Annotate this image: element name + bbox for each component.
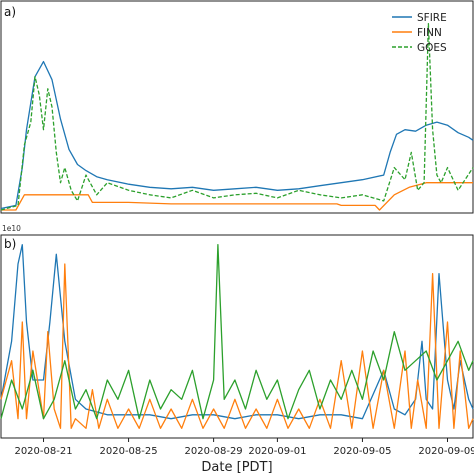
series-line-finn <box>1 182 473 211</box>
panel-b-label: b) <box>4 237 16 251</box>
x-axis-ticks: 2020-08-21 2020-08-25 2020-08-29 2020-09-01… <box>14 438 474 457</box>
legend-label-goes: GOES <box>417 42 447 54</box>
series-line-sfire <box>0 60 474 210</box>
x-tick-label: 2020-08-29 <box>185 446 243 457</box>
panel-b-series <box>0 244 474 429</box>
x-tick-label: 2020-09-09 <box>418 446 474 457</box>
legend-label-finn: FINN <box>417 27 442 39</box>
legend: SFIRE FINN GOES <box>392 12 447 54</box>
series-line-sfire <box>0 244 474 420</box>
series-line-goes <box>0 23 474 211</box>
series-line-finn <box>0 263 474 429</box>
x-tick-label: 2020-08-25 <box>100 446 158 457</box>
panel-a-axes <box>0 0 474 214</box>
x-tick-label: 2020-08-21 <box>14 446 72 457</box>
x-tick-label: 2020-09-05 <box>333 446 391 457</box>
panel-b-axes <box>0 234 474 439</box>
panel-b-scale-note: 1e10 <box>2 224 21 233</box>
panel-a-label: a) <box>4 5 16 19</box>
legend-label-sfire: SFIRE <box>417 12 447 24</box>
series-line-goes <box>0 244 474 420</box>
panel-a-series <box>0 23 474 211</box>
x-axis-label: Date [PDT] <box>201 460 272 474</box>
x-tick-label: 2020-09-01 <box>248 446 306 457</box>
